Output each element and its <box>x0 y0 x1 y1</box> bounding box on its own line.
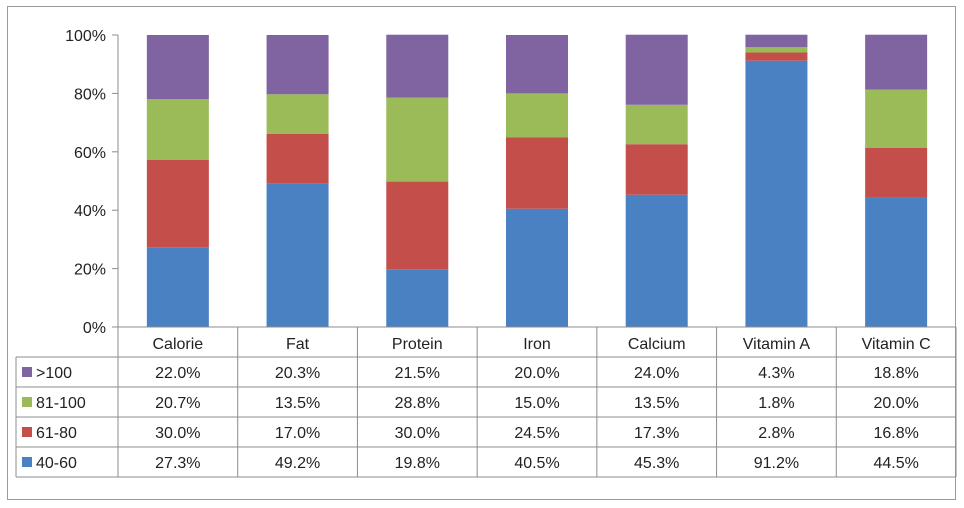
data-label: 18.8% <box>873 365 918 382</box>
bar-segment <box>146 159 209 248</box>
data-label: 30.0% <box>395 425 440 442</box>
data-label: 4.3% <box>758 365 794 382</box>
y-tick-label: 80% <box>74 86 106 103</box>
bar-segment <box>266 183 329 327</box>
bar-segment <box>745 34 808 48</box>
bar-segment <box>386 181 449 270</box>
bar-segment <box>386 34 449 98</box>
data-label: 24.0% <box>634 365 679 382</box>
bar-segment <box>745 47 808 53</box>
bar-segment <box>625 194 688 327</box>
data-label: 21.5% <box>395 365 440 382</box>
y-tick-label: 60% <box>74 145 106 162</box>
bar-segment <box>865 89 928 149</box>
bar-segment <box>386 97 449 182</box>
data-label: 30.0% <box>155 425 200 442</box>
data-table: Calorie Fat Protein Iron Calcium Vitamin A Vit… <box>15 326 957 478</box>
bar-segment <box>266 94 329 134</box>
data-label: 16.8% <box>873 425 918 442</box>
category-label: Protein <box>392 336 443 353</box>
data-label: 20.3% <box>275 365 320 382</box>
bar-segment <box>865 148 928 198</box>
legend-label: 40-60 <box>36 455 77 472</box>
data-label: 2.8% <box>758 425 794 442</box>
legend-label: 81-100 <box>36 395 86 412</box>
data-label: 17.0% <box>275 425 320 442</box>
y-tick-label: 0% <box>83 320 106 337</box>
category-label: Vitamin C <box>862 336 931 353</box>
bar-segment <box>625 104 688 145</box>
y-axis: 0% 20% 40% 60% 80% 100% <box>65 28 119 337</box>
category-label: Vitamin A <box>743 336 811 353</box>
data-label: 13.5% <box>634 395 679 412</box>
bar-segment <box>745 52 808 61</box>
data-label: 20.7% <box>155 395 200 412</box>
y-tick-label: 100% <box>65 28 106 45</box>
bars <box>146 34 928 328</box>
bar-segment <box>266 35 329 95</box>
bar-segment <box>625 144 688 195</box>
data-label: 13.5% <box>275 395 320 412</box>
legend-swatch <box>22 367 32 377</box>
data-label: 1.8% <box>758 395 794 412</box>
chart-frame <box>7 6 956 500</box>
data-label: 22.0% <box>155 365 200 382</box>
bar-segment <box>146 99 209 160</box>
bar-segment <box>146 247 209 327</box>
data-label: 91.2% <box>754 455 799 472</box>
bar-segment <box>865 197 928 327</box>
data-label: 20.0% <box>873 395 918 412</box>
bar-segment <box>266 133 329 184</box>
legend-swatch <box>22 397 32 407</box>
bar-segment <box>506 35 568 94</box>
data-label: 40.5% <box>514 455 559 472</box>
bar-segment <box>506 93 568 138</box>
bar-segment <box>506 137 568 209</box>
legend-swatch <box>22 427 32 437</box>
y-tick-label: 20% <box>74 262 106 279</box>
y-tick-label: 40% <box>74 203 106 220</box>
data-label: 24.5% <box>514 425 559 442</box>
bar-segment <box>506 208 568 327</box>
data-label: 19.8% <box>395 455 440 472</box>
data-label: 20.0% <box>514 365 559 382</box>
legend-label: 61-80 <box>36 425 77 442</box>
legend-swatch <box>22 457 32 467</box>
category-label: Iron <box>523 336 551 353</box>
data-label: 15.0% <box>514 395 559 412</box>
legend-label: >100 <box>36 365 72 382</box>
data-label: 44.5% <box>873 455 918 472</box>
bar-segment <box>386 269 449 327</box>
data-label: 28.8% <box>395 395 440 412</box>
data-label: 49.2% <box>275 455 320 472</box>
bar-segment <box>865 34 928 90</box>
category-label: Calorie <box>153 336 204 353</box>
bar-segment <box>625 34 688 105</box>
bar-segment <box>745 60 808 328</box>
data-label: 17.3% <box>634 425 679 442</box>
data-label: 45.3% <box>634 455 679 472</box>
bar-segment <box>146 35 209 100</box>
category-label: Fat <box>286 336 310 353</box>
category-label: Calcium <box>628 336 686 353</box>
data-label: 27.3% <box>155 455 200 472</box>
